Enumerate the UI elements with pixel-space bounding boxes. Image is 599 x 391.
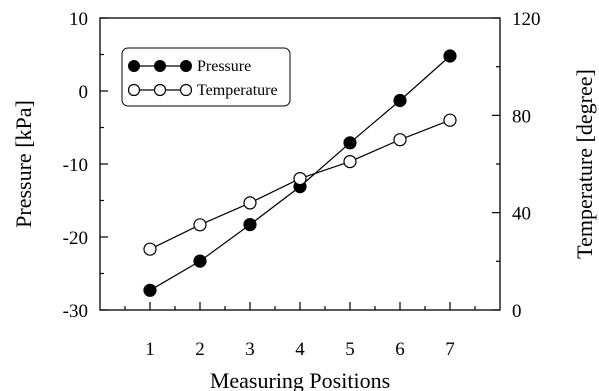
y2-tick-label: 80 xyxy=(512,106,531,127)
pressure-marker xyxy=(343,136,357,150)
x-tick-label: 7 xyxy=(445,339,455,360)
y2-tick-label: 0 xyxy=(512,301,522,322)
pressure-marker xyxy=(393,93,407,108)
temperature-marker xyxy=(293,172,307,186)
legend-temperature-marker-3 xyxy=(179,83,193,97)
x-axis-ticks: 1 2 3 4 5 6 7 xyxy=(124,302,476,360)
legend-temperature-label: Temperature xyxy=(197,82,278,99)
y-tick-label: 10 xyxy=(69,9,88,30)
x-tick-label: 5 xyxy=(345,339,355,360)
legend-pressure-marker-1 xyxy=(128,60,140,72)
legend-item-temperature: Temperature xyxy=(127,82,278,99)
pressure-marker xyxy=(143,283,157,297)
series-layer xyxy=(143,49,457,297)
temperature-marker xyxy=(343,155,357,169)
legend-pressure-label: Pressure xyxy=(197,58,251,75)
legend-item-pressure: Pressure xyxy=(128,58,251,75)
y-tick-label: 0 xyxy=(79,82,89,103)
legend-pressure-marker-2 xyxy=(154,60,166,72)
y2-tick-label: 40 xyxy=(512,204,531,225)
y2-axis-ticks: 120 80 40 0 xyxy=(492,9,541,322)
y-tick-label: -10 xyxy=(63,155,88,176)
x-tick-label: 6 xyxy=(395,339,405,360)
legend-temperature-marker-1 xyxy=(127,83,141,97)
x-tick-label: 4 xyxy=(295,339,305,360)
temperature-marker xyxy=(443,113,457,127)
pressure-marker xyxy=(243,218,257,232)
x-tick-label: 3 xyxy=(245,339,255,360)
temperature-marker xyxy=(143,242,157,256)
y-axis-ticks: 10 0 -10 -20 -30 xyxy=(63,9,108,322)
pressure-marker xyxy=(443,49,457,63)
x-tick-label: 1 xyxy=(145,339,155,360)
y2-axis-label: Temperature [degree] xyxy=(572,69,597,259)
pressure-marker xyxy=(193,254,207,268)
legend-temperature-marker-2 xyxy=(153,83,167,97)
temperature-marker xyxy=(243,196,257,210)
y-tick-label: -20 xyxy=(63,228,88,249)
y-axis-label: Pressure [kPa] xyxy=(11,100,36,228)
temperature-marker xyxy=(193,218,207,232)
y-tick-label: -30 xyxy=(63,301,88,322)
legend-pressure-marker-3 xyxy=(180,60,192,72)
legend: Pressure Temperature xyxy=(121,47,291,107)
x-tick-label: 2 xyxy=(195,339,205,360)
y2-tick-label: 120 xyxy=(512,9,541,30)
x-axis-label: Measuring Positions xyxy=(210,368,390,391)
temperature-marker xyxy=(393,133,407,147)
